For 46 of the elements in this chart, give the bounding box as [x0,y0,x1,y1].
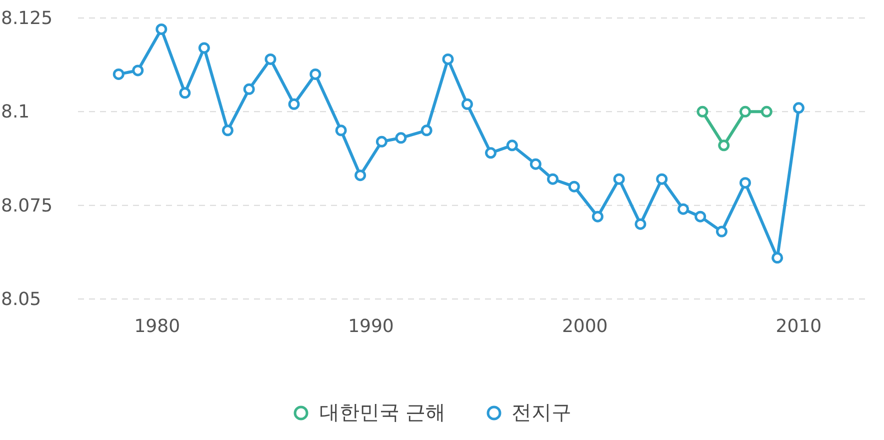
point [335,124,347,136]
legend-label: 대한민국 근해 [318,399,446,426]
point [694,210,706,222]
point [132,64,144,76]
y-tick-label: 8.05 [1,289,42,310]
y-tick-label: 8.1 [1,102,30,123]
point [739,177,751,189]
point [677,203,689,215]
point [592,210,604,222]
x-tick-label: 2010 [776,316,822,337]
point [395,132,407,144]
point [613,173,625,185]
point [354,170,366,182]
point [420,124,432,136]
point [243,83,255,95]
y-tick-label: 8.125 [1,8,53,29]
y-tick-label: 8.075 [1,195,53,216]
point [376,136,388,148]
legend-label: 전지구 [510,399,572,426]
point [156,23,168,35]
point [112,68,124,80]
point [656,173,668,185]
x-tick-label: 1980 [134,316,180,337]
point [310,68,322,80]
x-tick-label: 1990 [348,316,394,337]
point [222,124,234,136]
point [696,106,708,118]
point [461,98,473,110]
point [506,140,518,152]
point [264,53,276,65]
point [634,218,646,230]
point [772,252,784,264]
x-tick-label: 2000 [562,316,608,337]
point [760,106,772,118]
point [718,140,730,152]
point [547,173,559,185]
point [198,42,210,54]
point [568,180,580,192]
point [739,106,751,118]
point [484,147,496,159]
point [179,87,191,99]
point [716,226,728,238]
point [442,53,454,65]
point [792,102,804,114]
point [530,158,542,170]
point [288,98,300,110]
